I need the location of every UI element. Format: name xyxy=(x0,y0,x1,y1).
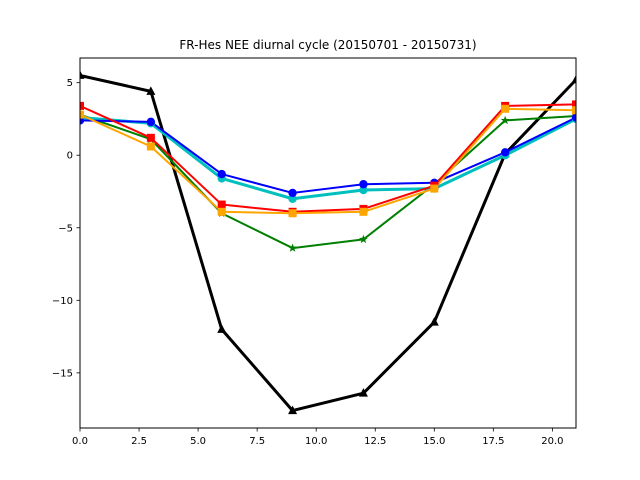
data-point-s0-0 xyxy=(80,70,85,79)
data-point-s1-3 xyxy=(288,243,297,252)
x-tick-label: 15.0 xyxy=(423,436,445,447)
data-point-s0-2 xyxy=(217,324,227,333)
series-line-4 xyxy=(80,103,576,213)
data-point-s5-0 xyxy=(80,110,84,119)
series-line-3 xyxy=(80,116,576,194)
y-tick-label: 5 xyxy=(67,78,73,89)
series-line-1 xyxy=(80,113,576,250)
x-tick-label: 10.0 xyxy=(305,436,327,447)
data-point-s4-2 xyxy=(217,200,226,209)
data-point-s4-0 xyxy=(80,101,84,110)
data-point-s0-7 xyxy=(571,74,576,84)
data-point-s5-7 xyxy=(572,106,576,115)
data-point-s0-1 xyxy=(146,86,156,95)
data-point-s2-4 xyxy=(359,185,368,195)
y-tick-label: −15 xyxy=(52,368,73,379)
data-point-s0-3 xyxy=(288,405,298,415)
x-tick-label: 17.5 xyxy=(482,436,504,447)
data-point-s2-3 xyxy=(288,194,297,203)
axes-frame xyxy=(79,57,577,429)
chart-title: FR-Hes NEE diurnal cycle (20150701 - 201… xyxy=(179,38,476,52)
y-tick-label: −5 xyxy=(58,223,73,234)
data-point-s3-1 xyxy=(146,117,156,127)
data-point-s5-4 xyxy=(359,207,368,216)
data-point-s5-2 xyxy=(217,207,226,216)
x-tick-label: 5.0 xyxy=(190,436,206,447)
data-point-s4-7 xyxy=(572,100,576,109)
data-point-s4-1 xyxy=(146,133,155,142)
x-tick-label: 20.0 xyxy=(541,436,563,447)
data-point-s3-7 xyxy=(571,113,576,122)
x-tick-label: 12.5 xyxy=(364,436,386,447)
x-tick-label: 2.5 xyxy=(131,436,147,447)
data-point-s0-4 xyxy=(358,388,368,397)
data-point-s3-6 xyxy=(500,148,510,157)
data-point-s1-6 xyxy=(500,115,510,125)
series-line-5 xyxy=(80,107,576,215)
data-point-s5-6 xyxy=(501,104,510,113)
data-point-s5-1 xyxy=(146,142,155,151)
x-tick-label: 0.0 xyxy=(72,436,88,447)
data-point-s0-5 xyxy=(429,317,439,326)
series-line-2 xyxy=(80,115,576,201)
data-point-s5-5 xyxy=(430,184,439,193)
y-tick-label: 0 xyxy=(67,151,73,162)
x-tick-label: 7.5 xyxy=(249,436,265,447)
data-point-s1-4 xyxy=(359,234,368,244)
axes: 0.0 2.5 5.0 7.5 10.0 12.5 15.0 17.5 20.0 5 0 −5 −10 −… xyxy=(52,57,577,447)
marker-layer xyxy=(80,70,576,415)
data-point-s5-3 xyxy=(288,209,297,218)
plot-area xyxy=(80,73,576,413)
data-point-s3-3 xyxy=(288,188,297,198)
data-point-s3-2 xyxy=(217,169,226,179)
y-tick-label: −10 xyxy=(52,296,73,307)
data-point-s3-4 xyxy=(359,180,368,189)
